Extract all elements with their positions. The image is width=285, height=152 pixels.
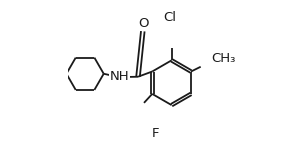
Text: Cl: Cl [164,10,177,24]
Text: O: O [139,17,149,29]
Text: NH: NH [109,70,129,83]
Text: F: F [152,127,160,140]
Text: CH₃: CH₃ [211,52,235,65]
